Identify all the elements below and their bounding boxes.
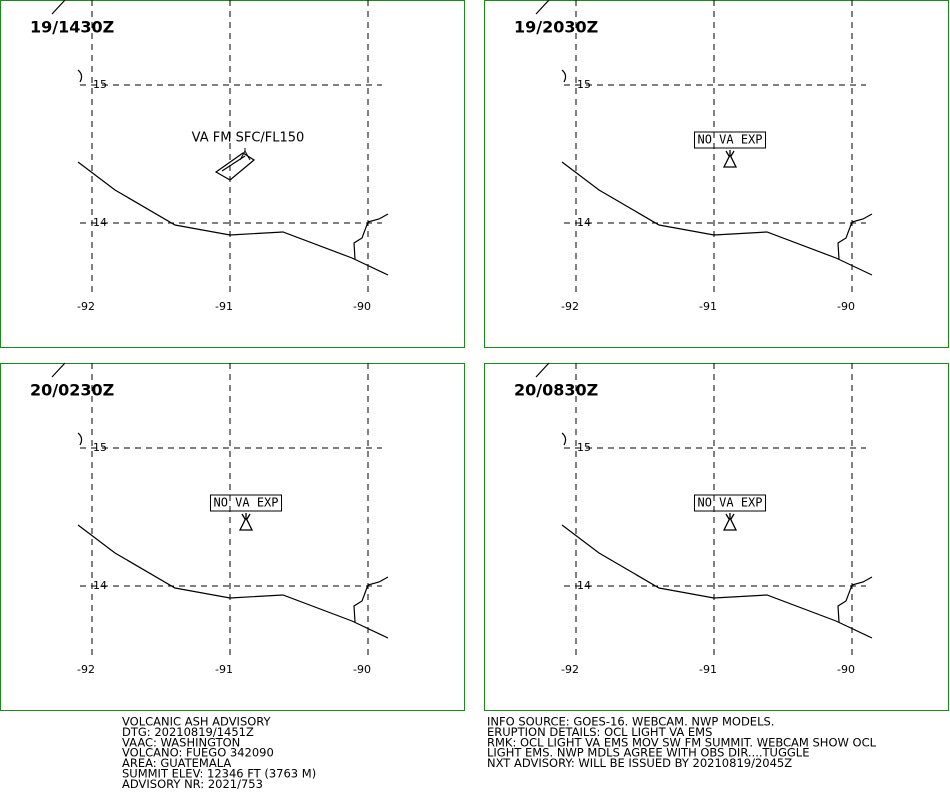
advisory-line: DTG: 20210819/1451Z bbox=[122, 725, 254, 739]
panel-frame bbox=[0, 0, 465, 348]
valid-time: 19/2030Z bbox=[514, 18, 598, 37]
valid-time: 19/1430Z bbox=[30, 18, 114, 37]
coastline bbox=[837, 213, 873, 260]
volcano-symbol bbox=[722, 513, 738, 531]
advisory-line: LIGHT EMS. NWP MDLS AGREE WITH OBS DIR..… bbox=[487, 746, 809, 760]
lon-label: -91 bbox=[699, 663, 717, 676]
lon-label: -92 bbox=[77, 663, 95, 676]
advisory-line: VAAC: WASHINGTON bbox=[122, 735, 240, 749]
label-box bbox=[693, 494, 767, 512]
lon-label: -90 bbox=[837, 300, 855, 313]
advisory-line: SUMMIT ELEV: 12346 FT (3763 M) bbox=[122, 767, 316, 781]
ash-label: NO VA EXP bbox=[213, 496, 278, 510]
coastline bbox=[77, 524, 389, 639]
coastline bbox=[51, 362, 83, 446]
lon-label: -92 bbox=[561, 300, 579, 313]
lon-label: -91 bbox=[215, 663, 233, 676]
panel-frame bbox=[0, 363, 465, 711]
advisory-line: ERUPTION DETAILS: OCL LIGHT VA EMS bbox=[487, 725, 712, 739]
coastline bbox=[837, 576, 873, 623]
lat-label: 14 bbox=[93, 579, 107, 592]
lon-label: -90 bbox=[353, 663, 371, 676]
map-panel: 15 14 -92 -91 -90 20/0230Z NO VA EXP bbox=[0, 362, 465, 711]
lat-label: 14 bbox=[577, 216, 591, 229]
lon-label: -91 bbox=[699, 300, 717, 313]
map-panel: 15 14 -92 -91 -90 20/0830Z NO VA EXP bbox=[484, 362, 949, 711]
advisory-line: VOLCANIC ASH ADVISORY bbox=[122, 715, 272, 729]
map-panel: 15 14 -92 -91 -90 19/2030Z NO VA EXP bbox=[484, 0, 949, 348]
map-panel: 15 14 -92 -91 -90 19/1430Z VA FM SFC/FL150 bbox=[0, 0, 465, 348]
label-box bbox=[209, 494, 283, 512]
lat-label: 14 bbox=[577, 579, 591, 592]
valid-time: 20/0830Z bbox=[514, 381, 598, 400]
lat-label: 15 bbox=[577, 78, 591, 91]
ash-label: NO VA EXP bbox=[697, 496, 762, 510]
coastline bbox=[353, 576, 389, 623]
valid-time: 20/0230Z bbox=[30, 381, 114, 400]
lon-label: -90 bbox=[837, 663, 855, 676]
advisory-line: RMK: OCL LIGHT VA EMS MOV SW FM SUMMIT. … bbox=[487, 735, 877, 749]
coastline bbox=[535, 362, 567, 446]
lat-label: 14 bbox=[93, 216, 107, 229]
label-box bbox=[693, 131, 767, 149]
coastline bbox=[77, 161, 389, 276]
panel-frame bbox=[484, 363, 949, 711]
lat-label: 15 bbox=[93, 78, 107, 91]
lon-label: -92 bbox=[77, 300, 95, 313]
coastline bbox=[561, 161, 873, 276]
ash-label: NO VA EXP bbox=[697, 133, 762, 147]
coastline bbox=[561, 524, 873, 639]
advisory-line: AREA: GUATEMALA bbox=[122, 756, 231, 770]
coastline bbox=[535, 0, 567, 83]
panel-frame bbox=[484, 0, 949, 348]
coastline bbox=[51, 0, 83, 83]
advisory-line: ADVISORY NR: 2021/753 bbox=[122, 777, 263, 791]
coastline bbox=[353, 213, 389, 260]
advisory-line: VOLCANO: FUEGO 342090 bbox=[122, 746, 274, 760]
advisory-line: NXT ADVISORY: WILL BE ISSUED BY 20210819… bbox=[487, 756, 792, 770]
lon-label: -90 bbox=[353, 300, 371, 313]
lon-label: -91 bbox=[215, 300, 233, 313]
lon-label: -92 bbox=[561, 663, 579, 676]
advisory-line: INFO SOURCE: GOES-16. WEBCAM. NWP MODELS… bbox=[487, 715, 774, 729]
lat-label: 15 bbox=[93, 441, 107, 454]
volcano-symbol bbox=[722, 150, 738, 168]
volcano-symbol bbox=[239, 148, 251, 161]
ash-label: VA FM SFC/FL150 bbox=[192, 131, 305, 146]
volcano-symbol bbox=[238, 513, 254, 531]
lat-label: 15 bbox=[577, 441, 591, 454]
